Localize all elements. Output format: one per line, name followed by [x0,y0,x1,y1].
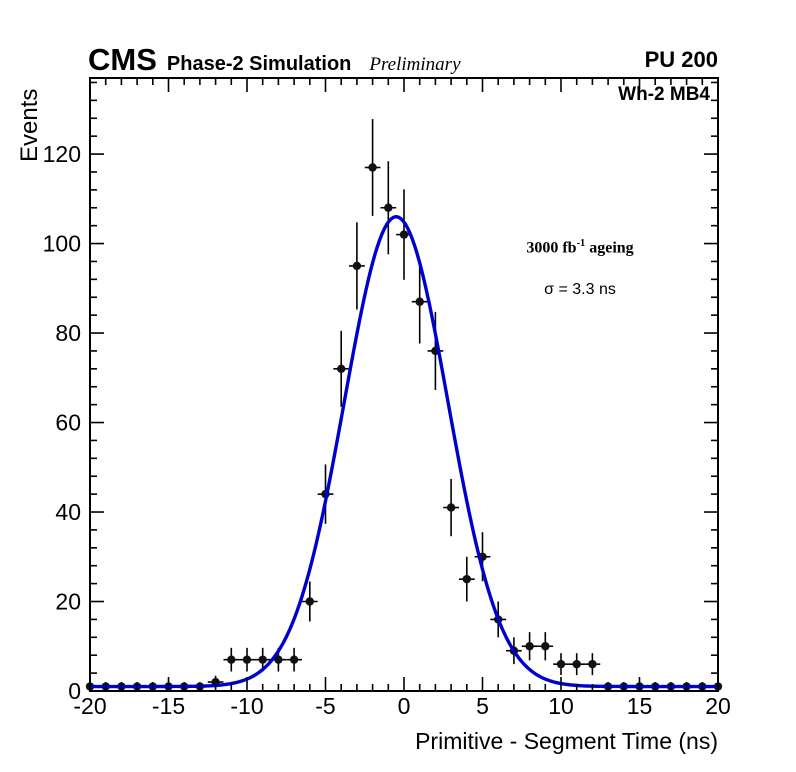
svg-text:100: 100 [43,231,81,257]
svg-text:-10: -10 [230,693,263,719]
svg-text:-15: -15 [152,693,185,719]
y-axis-ticks [90,81,718,692]
svg-text:15: 15 [627,693,653,719]
svg-text:120: 120 [43,141,81,167]
x-axis-ticks [89,78,719,691]
cms-label: CMS [88,42,157,77]
preliminary-label: Preliminary [369,54,461,75]
lumi-superscript: -1 [576,238,586,249]
lumi-annotation: 3000 fb-1 ageing [480,238,680,257]
y-tick-labels: 0 20 40 60 80 100 120 [43,141,81,704]
x-axis-title: Primitive - Segment Time (ns) [415,728,718,754]
fit-curve [90,215,717,689]
lumi-prefix: 3000 fb [526,239,577,257]
svg-text:60: 60 [55,410,81,436]
svg-text:40: 40 [55,499,81,525]
x-tick-labels: -20 -15 -10 -5 0 5 10 15 20 [73,693,730,719]
header: CMS Phase-2 Simulation Preliminary [88,42,461,78]
svg-text:20: 20 [55,589,81,615]
svg-text:10: 10 [548,693,574,719]
pileup-label: PU 200 [644,47,718,72]
y-axis-title: Events [16,88,43,162]
lumi-suffix: ageing [585,239,634,257]
sigma-annotation: σ = 3.3 ns [544,281,616,298]
svg-text:-5: -5 [315,693,335,719]
svg-text:5: 5 [476,693,489,719]
svg-text:80: 80 [55,320,81,346]
subtitle-label: Phase-2 Simulation [166,53,352,75]
data-points [85,119,723,691]
svg-text:-20: -20 [73,693,106,719]
svg-text:0: 0 [68,678,81,704]
svg-text:20: 20 [705,693,731,719]
plot-frame [89,77,719,692]
svg-text:0: 0 [398,693,411,719]
chamber-label: Wh-2 MB4 [618,84,710,105]
